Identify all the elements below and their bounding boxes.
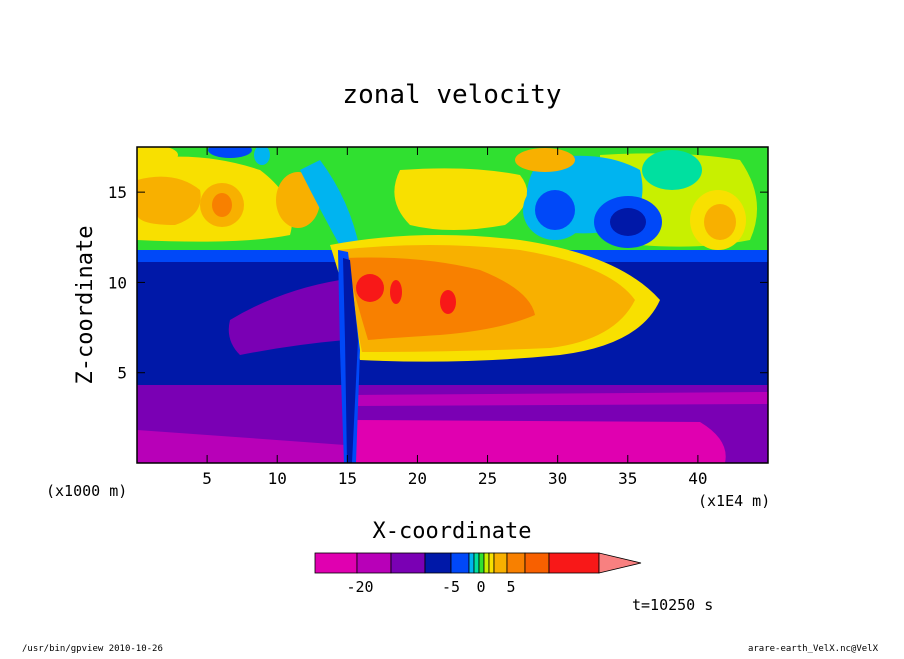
colorbar-segment xyxy=(524,552,550,574)
colorbar-segment xyxy=(314,552,358,574)
colorbar-tick-labels: -20 -5 0 5 xyxy=(346,578,515,596)
colorbar-segment xyxy=(548,552,600,574)
colorbar-tick-label: -20 xyxy=(346,578,373,596)
colorbar-segment xyxy=(424,552,452,574)
x-tick-label: 40 xyxy=(688,469,707,488)
y-tick-label: 15 xyxy=(108,183,127,202)
colorbar-segment xyxy=(478,552,485,574)
x-unit-label: (x1000 m) xyxy=(46,482,127,500)
footer-left: /usr/bin/gpview 2010-10-26 xyxy=(22,644,163,654)
colorbar-tick-label: -5 xyxy=(442,578,460,596)
x-tick-label: 10 xyxy=(268,469,287,488)
colorbar-segment xyxy=(356,552,392,574)
warm-jet-core xyxy=(345,257,535,340)
contour-field xyxy=(137,147,768,463)
colorbar-segment xyxy=(488,552,495,574)
x-tick-label: 15 xyxy=(338,469,357,488)
colorbar-segment xyxy=(450,552,470,574)
x-axis-label: X-coordinate xyxy=(373,519,532,544)
colorbar-segment xyxy=(493,552,508,574)
y-axis-ticks: 5 10 15 xyxy=(108,183,768,383)
time-label: t=10250 s xyxy=(632,596,713,614)
colorbar-tick-label: 0 xyxy=(476,578,485,596)
surface-magenta xyxy=(350,420,726,463)
x-tick-label: 5 xyxy=(202,469,212,488)
colorbar-segment xyxy=(506,552,526,574)
colorbar-tick-label: 5 xyxy=(506,578,515,596)
colorbar-segment xyxy=(390,552,426,574)
x-scale-label: (x1E4 m) xyxy=(698,492,770,510)
colorbar-segment xyxy=(483,552,490,574)
chart-title: zonal velocity xyxy=(342,80,561,110)
plot-frame xyxy=(136,146,769,464)
x-tick-label: 25 xyxy=(478,469,497,488)
x-axis-ticks: 5 10 15 20 25 30 35 40 xyxy=(202,147,708,488)
footer-right: arare-earth_VelX.nc@VelX xyxy=(748,644,879,654)
x-tick-label: 30 xyxy=(548,469,567,488)
y-axis-label: Z-coordinate xyxy=(73,226,98,385)
x-tick-label: 20 xyxy=(408,469,427,488)
violet-tongue xyxy=(228,280,345,355)
colorbar-overflow-arrow xyxy=(598,552,642,574)
colorbar xyxy=(314,552,642,574)
colorbar-segment xyxy=(473,552,480,574)
y-tick-label: 5 xyxy=(117,364,127,383)
colorbar-segment xyxy=(468,552,475,574)
x-tick-label: 35 xyxy=(618,469,637,488)
y-tick-label: 10 xyxy=(108,273,127,292)
